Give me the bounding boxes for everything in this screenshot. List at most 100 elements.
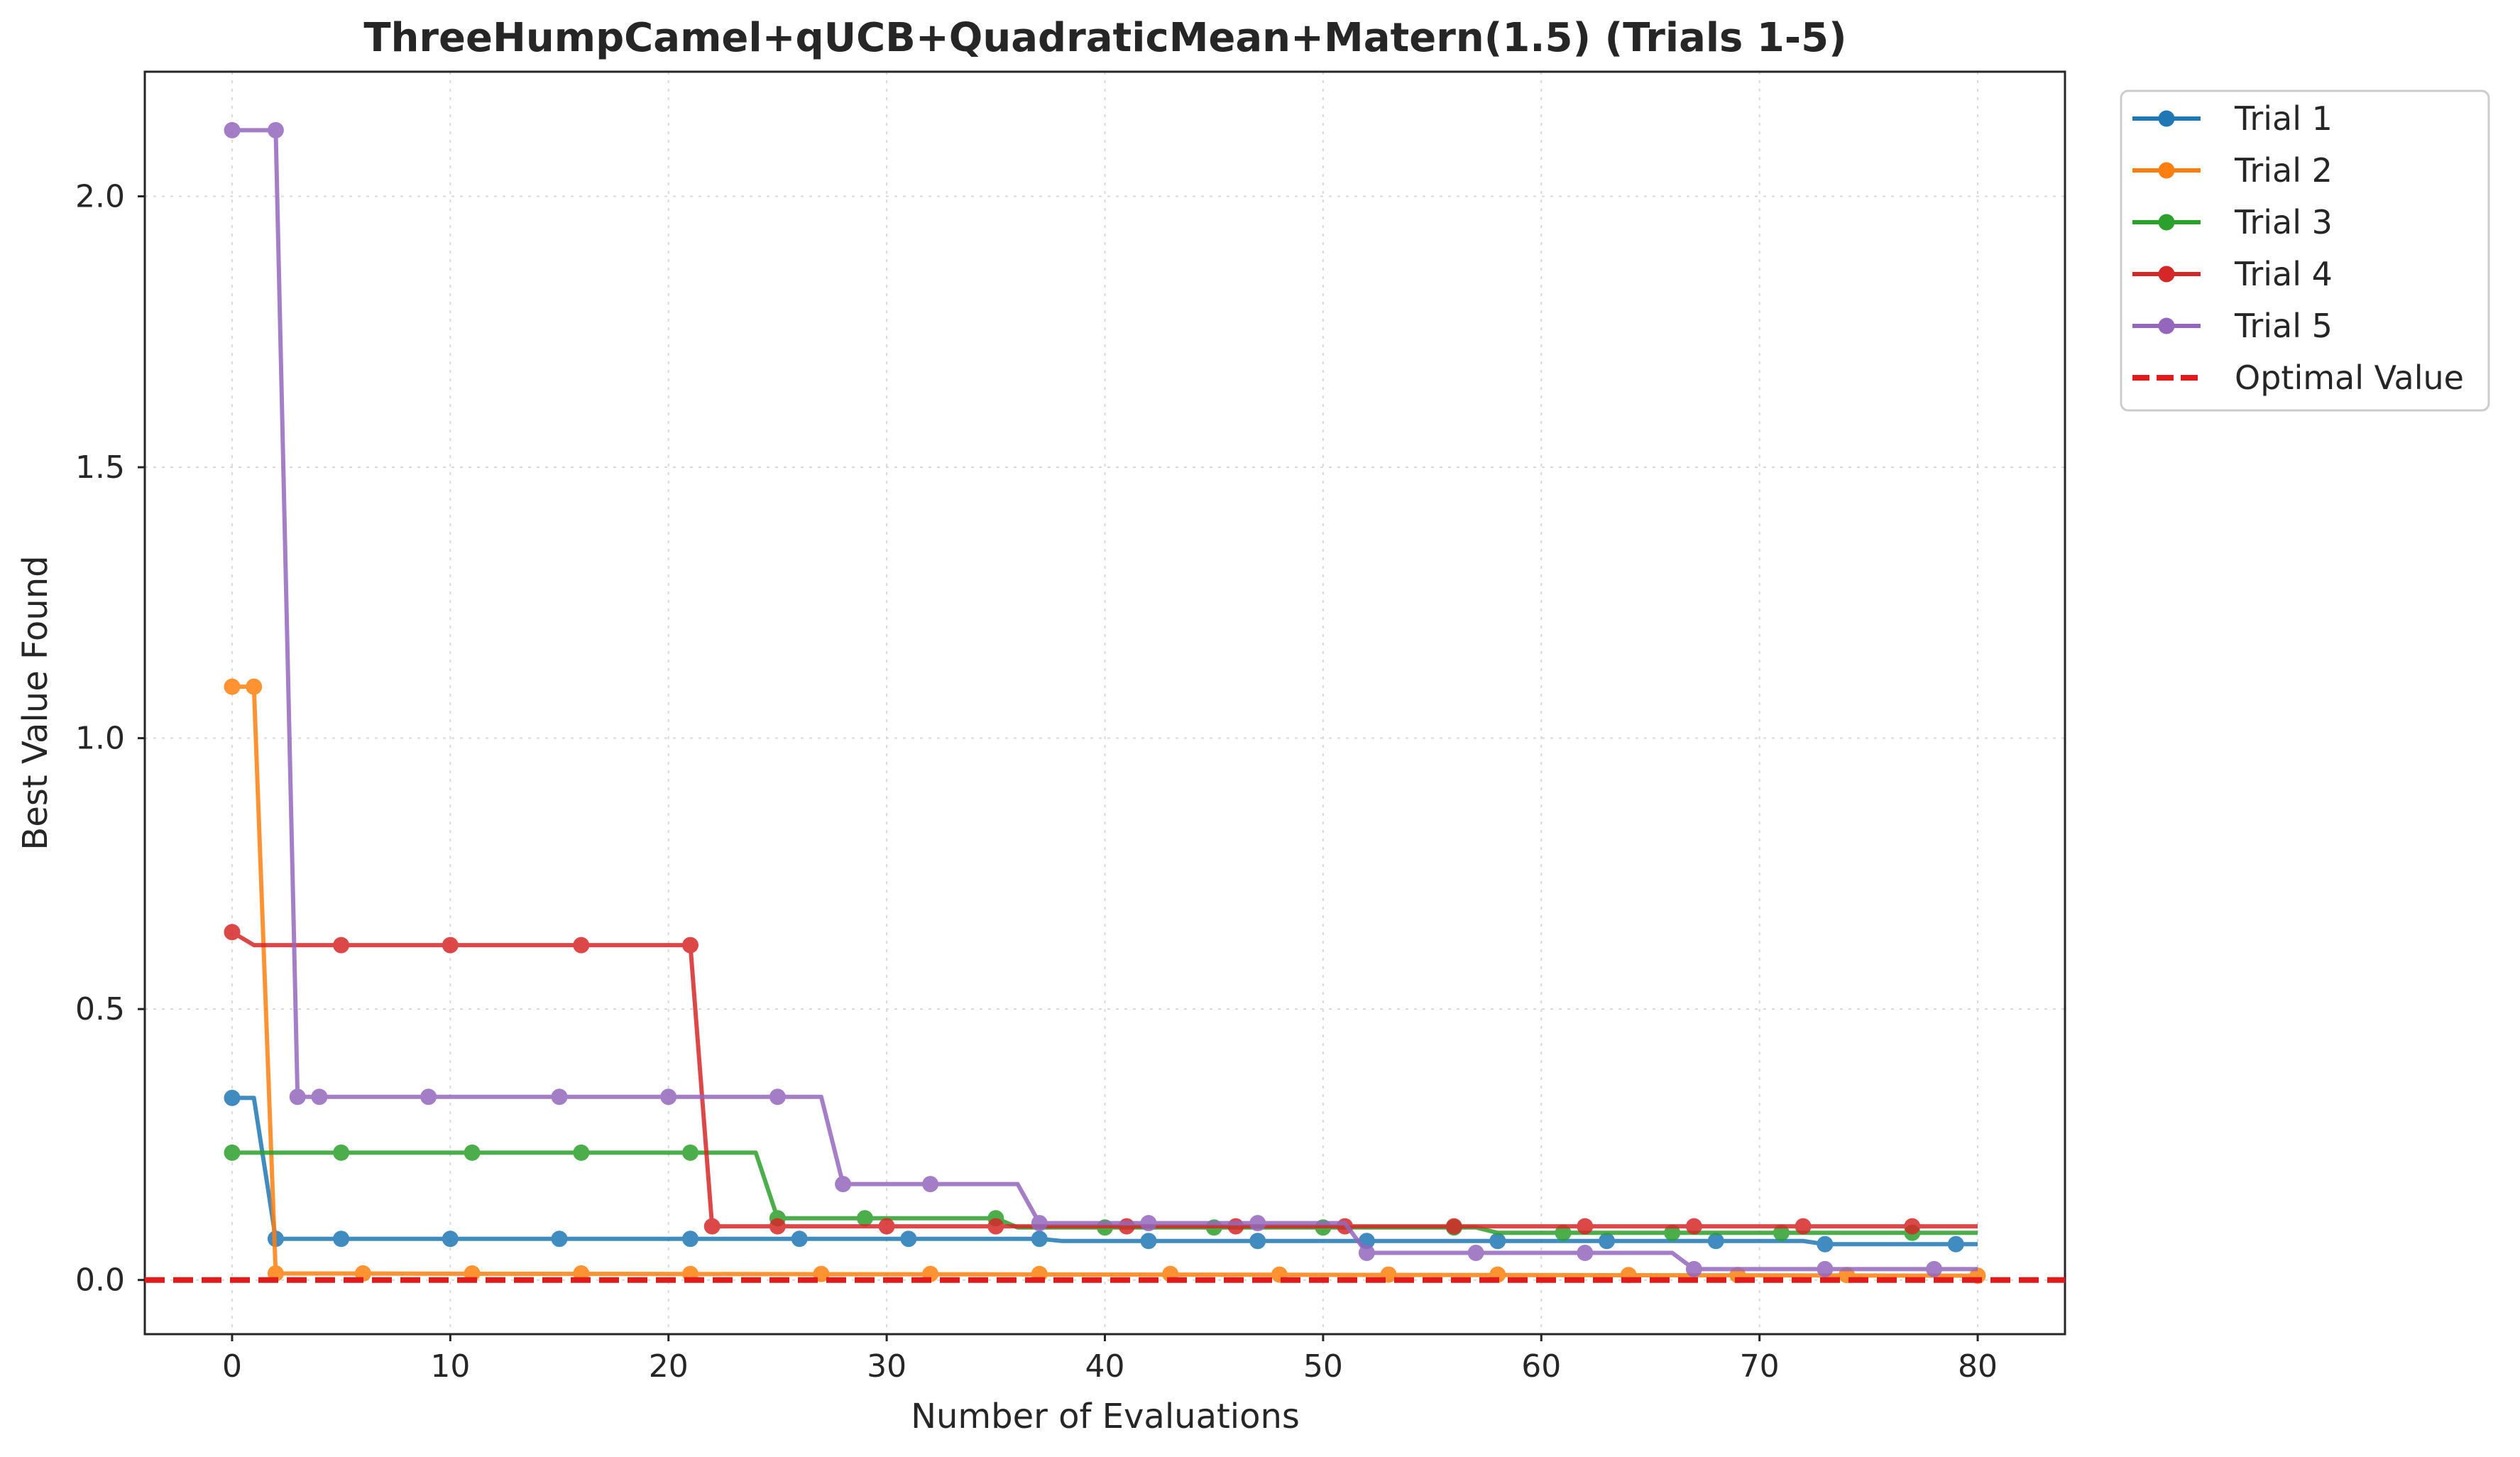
data-point: [1467, 1245, 1484, 1261]
x-tick-label: 80: [1958, 1348, 1998, 1385]
data-point: [987, 1218, 1004, 1235]
series-line: [232, 684, 1978, 1278]
data-point: [224, 678, 241, 695]
data-point: [682, 937, 699, 954]
legend-marker: [2158, 162, 2175, 179]
data-point: [1664, 1224, 1681, 1241]
series-line: [232, 1150, 1978, 1235]
y-tick-label: 1.5: [75, 449, 125, 486]
legend-item: Optimal Value: [2132, 359, 2464, 397]
y-axis: 0.0 0.5 1.0 1.5 2.0: [75, 179, 145, 1299]
x-tick-label: 20: [649, 1348, 689, 1385]
legend-marker: [2158, 317, 2175, 334]
legend-item: Trial 5: [2132, 307, 2333, 345]
legend-label: Trial 5: [2234, 307, 2333, 345]
data-point: [442, 1230, 459, 1248]
data-point: [1031, 1230, 1048, 1248]
data-point: [573, 937, 590, 954]
y-tick-label: 1.0: [75, 721, 125, 757]
data-point: [224, 1089, 241, 1106]
data-point: [1926, 1260, 1943, 1277]
data-point: [1795, 1218, 1812, 1235]
data-point: [922, 1176, 939, 1193]
x-axis: 0 10 20 30 40 50 60 70 80: [222, 1334, 1998, 1385]
plot-area: [145, 121, 2065, 1284]
legend-marker: [2158, 266, 2175, 283]
x-tick-label: 40: [1085, 1348, 1125, 1385]
y-tick-label: 2.0: [75, 179, 125, 215]
data-point: [660, 1088, 677, 1106]
data-point: [1140, 1233, 1157, 1250]
data-point: [1577, 1245, 1594, 1261]
legend-item: Trial 2: [2132, 151, 2333, 190]
data-point: [1947, 1235, 1964, 1253]
data-point: [1489, 1233, 1506, 1250]
data-point: [1599, 1233, 1615, 1250]
data-point: [878, 1218, 895, 1235]
data-point: [224, 1144, 241, 1161]
data-point: [311, 1088, 328, 1106]
data-point: [333, 1144, 350, 1161]
data-point: [835, 1176, 852, 1193]
legend-label: Trial 3: [2234, 203, 2333, 241]
data-point: [769, 1088, 786, 1106]
legend: Trial 1 Trial 2 Trial 3 Trial 4 Trial 5 Optim…: [2120, 89, 2490, 412]
data-point: [224, 121, 241, 138]
x-tick-label: 70: [1740, 1348, 1780, 1385]
data-point: [333, 1230, 350, 1248]
data-point: [1140, 1215, 1157, 1232]
data-point: [1118, 1218, 1135, 1235]
grid: [145, 72, 2065, 1334]
data-point: [551, 1230, 568, 1248]
data-point: [267, 121, 284, 138]
legend-label: Trial 1: [2234, 99, 2333, 138]
data-point: [1707, 1233, 1724, 1250]
series-line: [232, 1096, 1978, 1247]
data-point: [573, 1144, 590, 1161]
data-point: [900, 1230, 917, 1248]
y-tick-label: 0.5: [75, 991, 125, 1027]
data-point: [703, 1218, 721, 1235]
x-tick-label: 30: [867, 1348, 906, 1385]
data-point: [420, 1088, 437, 1106]
legend-marker: [2158, 214, 2175, 231]
data-point: [1817, 1235, 1834, 1253]
data-point: [464, 1144, 481, 1161]
x-tick-label: 10: [430, 1348, 470, 1385]
data-point: [1685, 1218, 1702, 1235]
chart-title: ThreeHumpCamel+qUCB+QuadraticMean+Matern…: [363, 15, 1846, 61]
data-point: [442, 937, 459, 954]
data-point: [1577, 1218, 1594, 1235]
data-point: [1817, 1260, 1834, 1277]
x-tick-label: 50: [1303, 1348, 1343, 1385]
legend-label: Trial 2: [2234, 151, 2333, 190]
data-point: [682, 1230, 699, 1248]
series-trial-1: [224, 1089, 1978, 1253]
x-axis-label: Number of Evaluations: [911, 1397, 1300, 1436]
data-point: [1555, 1224, 1572, 1241]
data-point: [1358, 1245, 1375, 1261]
x-tick-label: 60: [1521, 1348, 1561, 1385]
data-point: [769, 1218, 786, 1235]
legend-item: Trial 4: [2132, 255, 2333, 293]
data-point: [1904, 1218, 1921, 1235]
data-point: [1773, 1224, 1790, 1241]
data-point: [289, 1088, 306, 1106]
data-point: [1249, 1215, 1266, 1232]
legend-item: Trial 3: [2132, 203, 2333, 241]
data-point: [791, 1230, 808, 1248]
data-point: [856, 1210, 873, 1227]
legend-item: Trial 1: [2132, 99, 2333, 138]
data-point: [224, 924, 241, 941]
data-point: [1445, 1218, 1462, 1235]
data-point: [1031, 1215, 1048, 1232]
legend-label: Trial 4: [2234, 255, 2333, 293]
legend-marker: [2158, 110, 2175, 127]
y-axis-label: Best Value Found: [16, 555, 55, 850]
data-point: [682, 1144, 699, 1161]
data-point: [1249, 1233, 1266, 1250]
y-tick-label: 0.0: [75, 1262, 125, 1299]
data-point: [1685, 1260, 1702, 1277]
